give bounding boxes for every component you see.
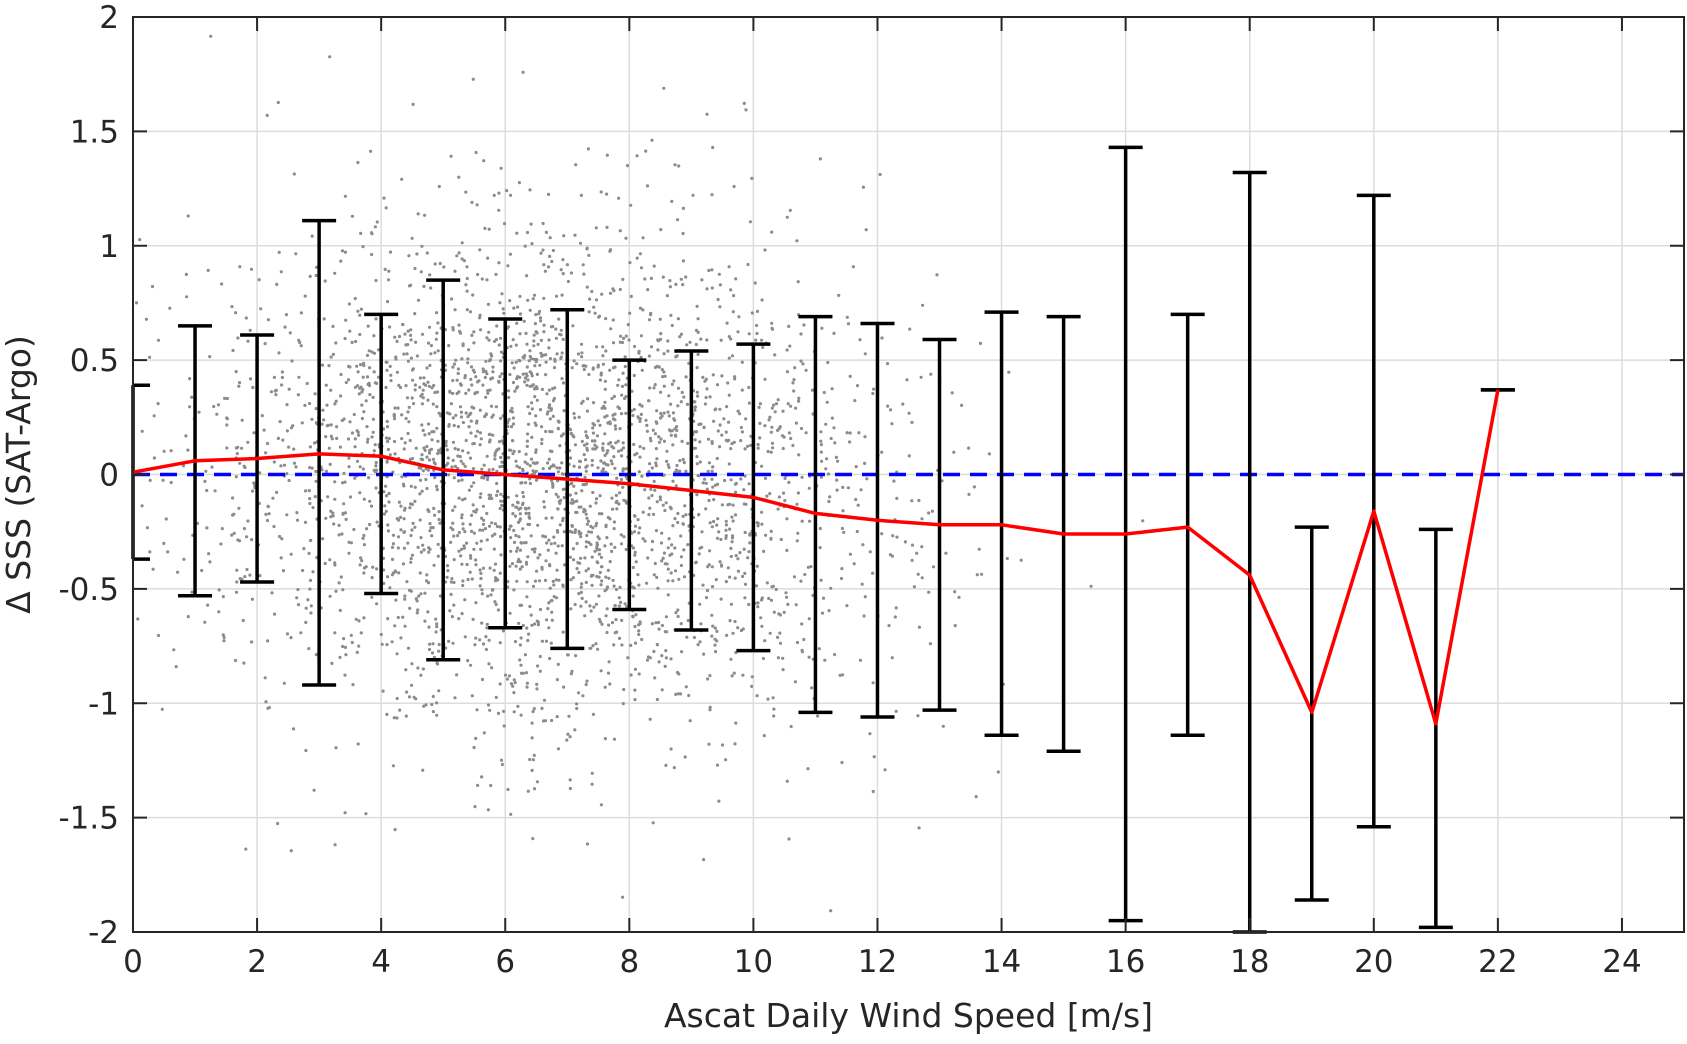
error-bar (1418, 527, 1453, 930)
x-tick-label: 14 (982, 944, 1021, 980)
x-tick-label: 20 (1354, 944, 1393, 980)
x-tick-label: 4 (371, 944, 391, 980)
x-tick-label: 12 (858, 944, 897, 980)
x-tick-label: 22 (1478, 944, 1517, 980)
axes-frame (132, 16, 1685, 933)
x-axis-title: Ascat Daily Wind Speed [m/s] (664, 996, 1153, 1035)
mean-line-series (132, 389, 1500, 726)
y-tick-label: 0 (99, 458, 119, 494)
error-bar (1170, 312, 1205, 738)
x-tick-label: 6 (495, 944, 515, 980)
y-tick-label: -1 (88, 686, 119, 722)
y-tick-label: 1 (99, 229, 119, 265)
x-tick-labels: 0 2 4 6 8 10 12 14 16 18 20 22 24 (123, 944, 1642, 980)
y-tick-label: 1.5 (70, 114, 119, 150)
y-tick-label: 0.5 (70, 343, 119, 379)
y-tick-label: -1.5 (59, 801, 120, 837)
mean-line (132, 389, 1500, 726)
x-tick-label: 0 (123, 944, 143, 980)
x-tick-label: 24 (1602, 944, 1641, 980)
y-tick-label: 2 (99, 0, 119, 36)
y-tick-labels: -2 -1.5 -1 -0.5 0 0.5 1 1.5 2 (59, 0, 120, 951)
y-axis-title: Δ SSS (SAT-Argo) (0, 335, 38, 614)
y-tick-label: -2 (88, 915, 119, 951)
x-tick-label: 10 (734, 944, 773, 980)
y-tick-label: -0.5 (59, 572, 120, 608)
x-tick-label: 8 (619, 944, 639, 980)
x-tick-label: 16 (1106, 944, 1145, 980)
x-tick-label: 18 (1230, 944, 1269, 980)
x-tick-label: 2 (247, 944, 267, 980)
error-bar (364, 312, 399, 596)
